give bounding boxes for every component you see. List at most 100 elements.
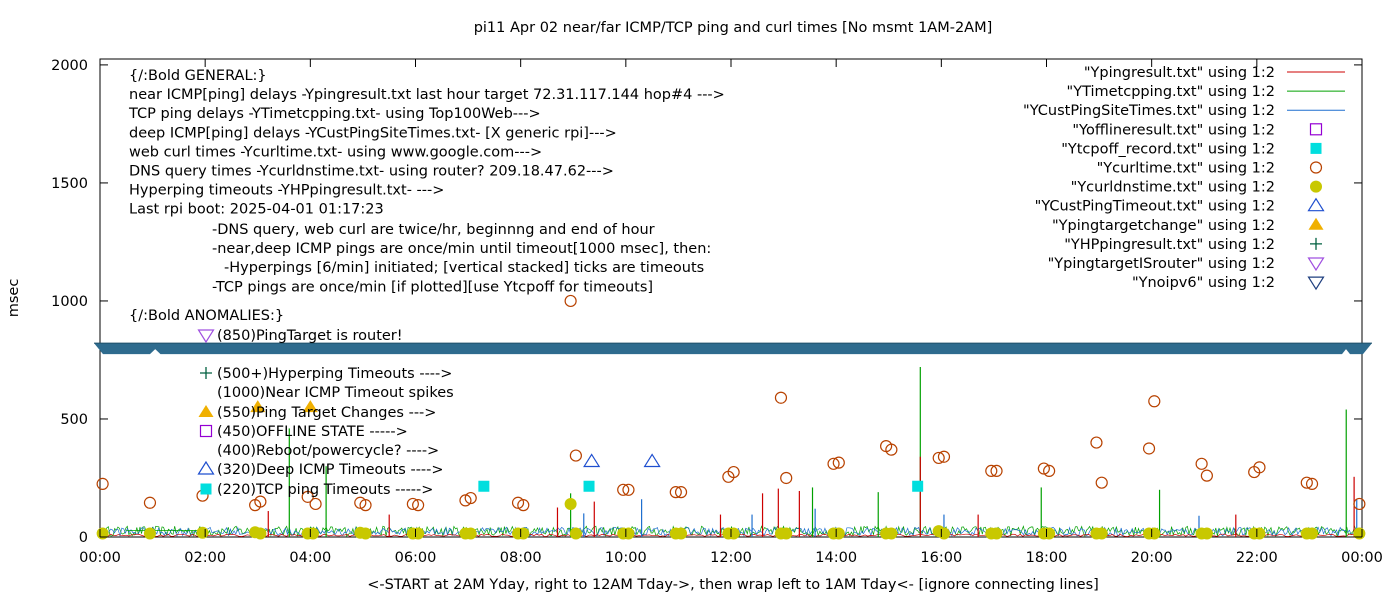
curltime-point	[990, 464, 1003, 478]
curldnstime-point	[569, 527, 582, 540]
anomaly-symbol	[199, 424, 213, 438]
curldnstime-point	[675, 527, 688, 540]
legend-entry-swatch	[1307, 276, 1325, 291]
legend-entry-label: "YHPpingresult.txt" using 1:2	[1064, 237, 1275, 253]
curltime-point	[674, 486, 688, 499]
annotation-general-line: DNS query times -Ycurldnstime.txt- using…	[129, 164, 614, 180]
curltime-point	[985, 464, 998, 478]
custpingtimeout-point	[643, 453, 661, 468]
curldnstime-point	[564, 497, 577, 510]
y-tick-label: 1000	[51, 294, 88, 310]
curltime-point	[937, 450, 951, 463]
x-tick-label: 02:00	[184, 550, 226, 566]
curltime-point	[1305, 477, 1319, 490]
x-tick-label: 18:00	[1026, 550, 1068, 566]
legend-entry-label: "YpingtargetISrouter" using 1:2	[1048, 256, 1275, 272]
annotation-anomaly-line: (220)TCP ping Timeouts ----->	[217, 482, 433, 498]
annotation-general-line: web curl times -Ycurltime.txt- using www…	[129, 144, 542, 160]
x-tick-label: 00:00	[1341, 550, 1383, 566]
curltime-point	[1300, 476, 1313, 489]
curltime-point	[143, 496, 157, 509]
y-tick-label: 2000	[51, 58, 88, 74]
curldnstime-point	[1148, 527, 1161, 540]
curldnstime-point	[517, 527, 530, 540]
annotation-general-line: {/:Bold GENERAL:}	[129, 68, 267, 84]
legend-entry-label: "Ynoipv6" using 1:2	[1132, 275, 1275, 291]
legend-entry-swatch	[1310, 142, 1322, 154]
curldnstime-point	[412, 527, 425, 540]
curltime-point	[1095, 476, 1108, 489]
annotation-note-line: -near,deep ICMP pings are once/min until…	[212, 241, 711, 257]
annotation-anomaly-line: (450)OFFLINE STATE ----->	[217, 424, 408, 440]
annotations: {/:Bold GENERAL:} near ICMP[ping] delays …	[128, 68, 725, 498]
curltime-point	[1353, 497, 1366, 511]
x-tick-label: 10:00	[605, 550, 647, 566]
annotation-general-line: deep ICMP[ping] delays -YCustPingSiteTim…	[129, 125, 617, 141]
curltime-point	[564, 294, 577, 308]
annotation-note-line: -Hyperpings [6/min] initiated; [vertical…	[224, 260, 704, 276]
legend-entry-swatch	[1309, 123, 1323, 136]
legend-entry-label: "YCustPingTimeout.txt" using 1:2	[1035, 199, 1275, 215]
curldnstime-point	[254, 527, 267, 540]
curltime-point	[622, 483, 635, 496]
x-tick-label: 12:00	[710, 550, 752, 566]
curltime-point	[780, 471, 793, 485]
tcpoff-point	[583, 480, 595, 492]
legend-entry-swatch	[1310, 237, 1322, 250]
curltime-point	[932, 451, 945, 465]
x-tick-label: 04:00	[289, 550, 331, 566]
x-tick-label: 00:00	[79, 550, 121, 566]
curltime-point	[517, 499, 530, 512]
curltime-point	[406, 497, 419, 511]
legend: "Ypingresult.txt" using 1:2 "YTimetcpping…	[1023, 65, 1345, 291]
annotation-anomaly-line: (500+)Hyperping Timeouts ---->	[217, 366, 452, 382]
custpingtimeout-point	[583, 453, 601, 468]
x-tick-label: 06:00	[395, 550, 437, 566]
legend-entry-swatch	[1309, 161, 1323, 174]
anomaly-symbol	[200, 367, 212, 379]
pingtargetchange-point	[250, 400, 266, 413]
annotation-general-line: Hyperping timeouts -YHPpingresult.txt- -…	[129, 183, 444, 199]
curltime-point	[359, 499, 372, 512]
annotation-general-line: TCP ping delays -YTimetcpping.txt- using…	[128, 106, 541, 122]
x-tick-label: 22:00	[1236, 550, 1278, 566]
anomaly-symbol	[198, 405, 214, 417]
curltime-point	[459, 494, 472, 507]
y-tick-label: 1500	[51, 176, 88, 192]
curldnstime-point	[1353, 527, 1366, 540]
legend-entry-label: "YCustPingSiteTimes.txt" using 1:2	[1023, 103, 1275, 119]
curldnstime-point	[937, 527, 950, 540]
legend-entry-label: "Yofflineresult.txt" using 1:2	[1072, 122, 1275, 138]
legend-entry-swatch	[1308, 217, 1324, 230]
annotation-anomalies-title: {/:Bold ANOMALIES:}	[129, 308, 284, 324]
x-tick-label: 14:00	[815, 550, 857, 566]
tcpoff-point	[912, 480, 924, 492]
legend-entry-label: "Ypingtargetchange" using 1:2	[1052, 218, 1275, 234]
legend-entry-label: "YTimetcpping.txt" using 1:2	[1067, 84, 1275, 100]
curltime-point	[1142, 442, 1156, 455]
curldnstime-point	[464, 527, 477, 540]
curldnstime-point	[990, 527, 1003, 540]
curldnstime-point	[622, 527, 635, 540]
curltime-point	[464, 491, 477, 505]
curldnstime-point	[143, 527, 156, 540]
curltime-point	[832, 456, 845, 469]
curltime-point	[511, 496, 525, 509]
curltime-point	[885, 443, 898, 456]
curltime-point	[1037, 462, 1050, 475]
axis-break-band	[94, 343, 1372, 355]
curltime-point	[1195, 457, 1208, 470]
axis-break	[94, 342, 1372, 355]
curltime-point	[569, 449, 582, 462]
annotation-note-line: -DNS query, web curl are twice/hr, begin…	[212, 222, 655, 238]
curltime-point	[301, 490, 314, 503]
pingtargetchange-point	[302, 400, 318, 413]
curltime-point	[96, 477, 109, 490]
x-axis-ticks: 00:00 02:00 04:00 06:00 08:00 10:00 12:00 14:00…	[79, 59, 1383, 566]
curltime-point	[617, 483, 630, 496]
tcpoff-point	[478, 480, 490, 492]
curltime-point	[1148, 395, 1161, 408]
curltime-point	[1043, 464, 1056, 478]
chart-title: pi11 Apr 02 near/far ICMP/TCP ping and c…	[474, 20, 993, 36]
